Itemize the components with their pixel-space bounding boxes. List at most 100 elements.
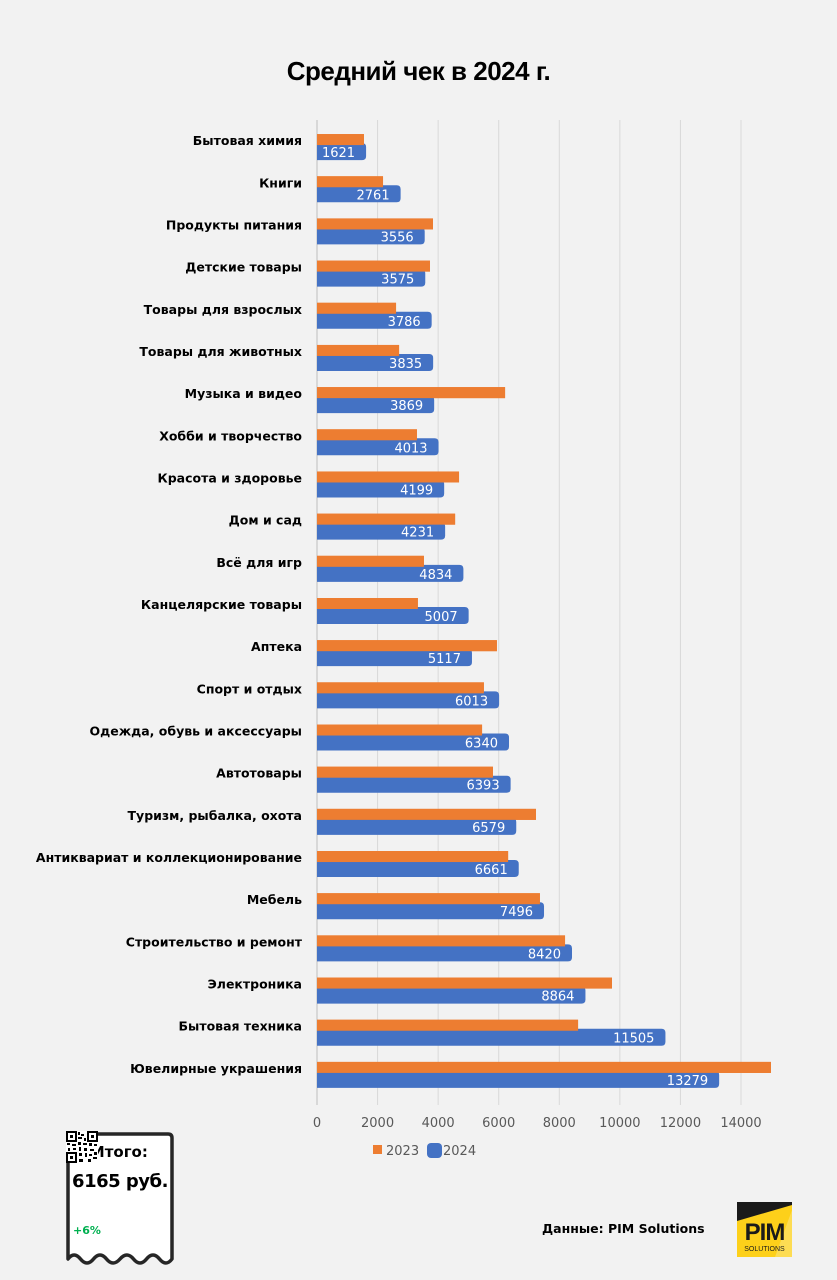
category-label: Товары для животных — [139, 344, 302, 359]
data-label-2024: 6579 — [472, 821, 505, 836]
bar-2023-overlay — [317, 935, 566, 947]
bar-2023-overlay — [317, 176, 384, 188]
x-tick-label: 8000 — [543, 1116, 576, 1131]
bar-2024 — [317, 944, 573, 962]
data-label-2024: 13279 — [667, 1074, 708, 1089]
bar-2023-overlay — [317, 682, 484, 694]
bar-2024 — [317, 691, 500, 709]
pim-solutions-logo: PIM SOLUTIONS — [737, 1202, 792, 1257]
bar-2024 — [317, 649, 472, 667]
bar-2024 — [317, 480, 445, 498]
category-label: Бытовая техника — [179, 1019, 303, 1034]
data-label-2024: 4231 — [401, 526, 434, 541]
legend-label-2023: 2023 — [386, 1144, 419, 1159]
category-label: Спорт и отдых — [197, 681, 302, 696]
bar-2024 — [317, 860, 519, 878]
data-label-2024: 11505 — [613, 1032, 654, 1047]
bar-2023-overlay — [317, 724, 483, 736]
data-source-label: Данные: PIM Solutions — [542, 1221, 705, 1236]
bar-2024 — [317, 143, 367, 161]
category-label: Аптека — [251, 639, 302, 654]
data-label-2024: 5117 — [428, 652, 461, 667]
bar-2023-overlay — [317, 302, 397, 314]
category-label: Туризм, рыбалка, охота — [128, 808, 302, 823]
category-label: Автотовары — [216, 766, 302, 781]
category-label: Антиквариат и коллекционирование — [36, 850, 302, 865]
data-label-2024: 6393 — [467, 779, 500, 794]
data-label-2024: 2761 — [357, 188, 390, 203]
category-label: Ювелирные украшения — [130, 1061, 302, 1076]
data-label-2024: 7496 — [500, 905, 533, 920]
x-tick-label: 6000 — [482, 1116, 515, 1131]
bar-2023-overlay — [317, 344, 400, 356]
data-label-2024: 8864 — [541, 990, 574, 1005]
data-label-2024: 8420 — [528, 947, 561, 962]
category-label: Товары для взрослых — [144, 302, 302, 317]
data-label-2024: 1621 — [322, 146, 355, 161]
data-label-2024: 3835 — [389, 357, 422, 372]
data-label-2024: 4199 — [400, 483, 433, 498]
legend-swatch-2024 — [427, 1143, 442, 1158]
category-label: Электроника — [208, 977, 302, 992]
data-label-2024: 6661 — [475, 863, 508, 878]
bar-2024 — [317, 564, 464, 582]
bar-2024 — [317, 396, 435, 414]
data-label-2024: 3786 — [388, 315, 421, 330]
category-label: Музыка и видео — [185, 386, 303, 401]
category-label: Красота и здоровье — [157, 470, 302, 485]
x-tick-label: 0 — [313, 1116, 321, 1131]
category-label: Детские товары — [185, 260, 302, 275]
qr-code-icon — [66, 1131, 98, 1163]
legend-label-2024: 2024 — [443, 1144, 476, 1159]
bar-2023-overlay — [317, 218, 433, 230]
logo-subtext: SOLUTIONS — [744, 1246, 785, 1253]
category-label: Канцелярские товары — [141, 597, 302, 612]
data-label-2024: 3575 — [381, 273, 414, 288]
category-label: Всё для игр — [216, 555, 302, 570]
bars: 1621 2761 3556 3575 3786 3835 3869 4013 4199 4231… — [317, 134, 771, 1089]
bar-2023-overlay — [317, 1019, 579, 1031]
bar-2023-overlay — [317, 598, 418, 609]
category-label: Одежда, обувь и аксессуары — [90, 724, 302, 739]
x-tick-label: 10000 — [599, 1116, 640, 1131]
receipt-change-percent: +6% — [73, 1224, 101, 1237]
category-label: Дом и сад — [229, 513, 302, 528]
category-label: Строительство и ремонт — [126, 934, 303, 949]
category-label: Мебель — [247, 892, 302, 907]
bar-2024 — [317, 902, 545, 920]
data-label-2024: 3869 — [390, 399, 423, 414]
bar-2024 — [317, 227, 425, 245]
bar-2023-overlay — [317, 893, 540, 905]
category-label: Хобби и творчество — [159, 428, 302, 443]
x-tick-label: 2000 — [361, 1116, 394, 1131]
bar-2024 — [317, 353, 434, 371]
bar-2024 — [317, 1070, 720, 1088]
category-label: Продукты питания — [166, 217, 302, 232]
receipt-title: Итого: — [92, 1143, 148, 1161]
category-label: Книги — [259, 175, 302, 190]
bar-chart: 1621 2761 3556 3575 3786 3835 3869 4013 4199 4231… — [36, 120, 771, 1159]
data-label-2024: 6340 — [465, 737, 498, 752]
bar-2023-overlay — [317, 429, 417, 441]
bar-2024 — [317, 1028, 666, 1046]
bar-2023-overlay — [317, 977, 612, 989]
legend: 2023 2024 — [373, 1143, 476, 1159]
bar-2024 — [317, 311, 432, 329]
bar-2023-overlay — [317, 851, 509, 863]
bar-2023-overlay — [317, 640, 497, 652]
bar-2024 — [317, 438, 439, 456]
bar-2023-overlay — [317, 555, 424, 567]
x-tick-label: 14000 — [720, 1116, 761, 1131]
bar-2023-overlay — [317, 387, 506, 399]
total-receipt: Итого: 6165 руб. +6% — [66, 1131, 174, 1271]
bar-2023-overlay — [317, 471, 460, 483]
data-label-2024: 3556 — [381, 230, 414, 245]
bar-2024 — [317, 607, 469, 624]
receipt-total-value: 6165 руб. — [72, 1171, 168, 1192]
receipt-outline — [66, 1132, 174, 1265]
bar-2024 — [317, 775, 511, 793]
bar-2023-overlay — [317, 766, 493, 778]
data-label-2024: 6013 — [455, 694, 488, 709]
x-axis-ticks: 0 2000 4000 6000 8000 10000 12000 14000 — [313, 1116, 762, 1131]
bar-2023-overlay — [317, 260, 430, 272]
